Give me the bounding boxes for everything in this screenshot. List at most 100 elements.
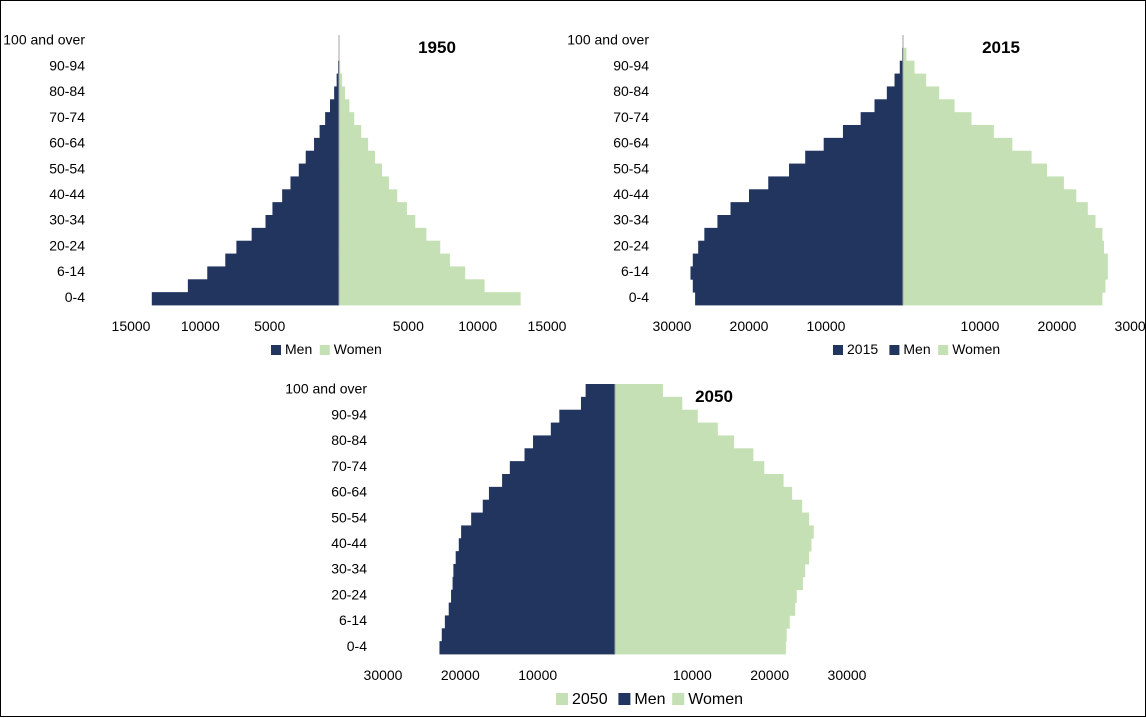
- bar-men: [895, 74, 903, 87]
- bar-women: [903, 164, 1047, 177]
- bar-women: [339, 138, 368, 151]
- x-tick-label: 10000: [807, 318, 846, 334]
- bar-women: [615, 603, 795, 616]
- bar-women: [903, 292, 1102, 305]
- x-tick-label: 5000: [393, 318, 424, 334]
- legend-label: Men: [903, 341, 930, 357]
- bar-men: [586, 384, 615, 397]
- bar-men: [875, 99, 903, 112]
- legend-label: Men: [634, 691, 665, 708]
- bar-men: [152, 292, 339, 305]
- bar-men: [306, 151, 339, 164]
- bar-women: [615, 641, 786, 654]
- bar-women: [615, 397, 682, 410]
- bar-men: [704, 228, 903, 241]
- bar-women: [903, 61, 915, 74]
- bar-men: [461, 525, 615, 538]
- bar-men: [887, 86, 903, 99]
- bar-women: [903, 215, 1096, 228]
- legend-label: Women: [952, 341, 1000, 357]
- legend-label: 2050: [572, 691, 608, 708]
- x-tick-label: 20000: [1038, 318, 1077, 334]
- bar-men: [489, 487, 615, 500]
- bar-men: [695, 292, 903, 305]
- bar-women: [903, 228, 1102, 241]
- bar-men: [314, 138, 339, 151]
- legend-label: Women: [334, 341, 382, 357]
- age-label: 90-94: [331, 406, 367, 422]
- bar-men: [483, 500, 615, 513]
- x-tick-label: 20000: [730, 318, 769, 334]
- bar-men: [451, 590, 615, 603]
- bar-men: [266, 215, 339, 228]
- bar-women: [903, 202, 1088, 215]
- bar-women: [903, 151, 1032, 164]
- age-label: 40-44: [331, 535, 367, 551]
- bar-men: [330, 99, 339, 112]
- age-label: 90-94: [613, 57, 649, 73]
- age-label: 60-64: [613, 135, 649, 151]
- x-tick-label: 30000: [653, 318, 692, 334]
- age-label: 60-64: [331, 484, 367, 500]
- x-tick-label: 30000: [1115, 318, 1146, 334]
- bar-women: [903, 99, 955, 112]
- bar-women: [339, 164, 382, 177]
- bar-women: [339, 215, 415, 228]
- bar-men: [731, 202, 903, 215]
- x-tick-label: 30000: [828, 667, 867, 683]
- bar-women: [339, 151, 375, 164]
- bar-women: [903, 241, 1104, 254]
- bar-women: [615, 551, 809, 564]
- bar-women: [339, 279, 485, 292]
- legend-swatch: [271, 345, 281, 355]
- age-label: 0-4: [629, 289, 649, 305]
- x-tick-label: 10000: [673, 667, 712, 683]
- age-label: 20-24: [331, 586, 367, 602]
- chart-title: 2050: [695, 387, 733, 406]
- bar-men: [693, 279, 903, 292]
- legend-swatch: [556, 693, 568, 705]
- x-tick-label: 20000: [441, 667, 480, 683]
- bar-women: [903, 86, 939, 99]
- bar-men: [252, 228, 339, 241]
- bar-men: [282, 189, 339, 202]
- age-label: 0-4: [65, 289, 85, 305]
- age-label: 6-14: [339, 612, 367, 628]
- age-label: 100 and over: [567, 32, 649, 48]
- age-label: 6-14: [621, 263, 649, 279]
- bar-women: [615, 513, 809, 526]
- bar-men: [502, 474, 615, 487]
- age-label: 30-34: [49, 212, 85, 228]
- age-label: 100 and over: [3, 32, 85, 48]
- bar-women: [615, 410, 698, 423]
- age-label: 50-54: [49, 160, 85, 176]
- bar-women: [339, 112, 354, 125]
- bar-women: [339, 202, 407, 215]
- x-tick-label: 30000: [364, 667, 403, 683]
- bar-men: [299, 164, 339, 177]
- x-tick-label: 10000: [961, 318, 1000, 334]
- bar-men: [698, 241, 903, 254]
- bar-men: [525, 448, 615, 461]
- bar-men: [442, 628, 615, 641]
- bar-women: [903, 74, 926, 87]
- age-label: 20-24: [49, 237, 85, 253]
- bar-women: [615, 525, 814, 538]
- bar-women: [615, 628, 787, 641]
- bar-men: [690, 266, 903, 279]
- age-label: 40-44: [613, 186, 649, 202]
- bar-women: [615, 577, 803, 590]
- age-label: 50-54: [331, 509, 367, 525]
- bar-women: [903, 254, 1108, 267]
- bar-women: [339, 176, 389, 189]
- x-tick-label: 15000: [112, 318, 151, 334]
- legend-label: Women: [688, 691, 743, 708]
- bar-women: [339, 99, 349, 112]
- age-label: 70-74: [331, 458, 367, 474]
- bar-women: [339, 292, 521, 305]
- bar-men: [445, 615, 615, 628]
- bar-women: [339, 125, 361, 138]
- x-tick-label: 15000: [528, 318, 567, 334]
- age-label: 30-34: [613, 212, 649, 228]
